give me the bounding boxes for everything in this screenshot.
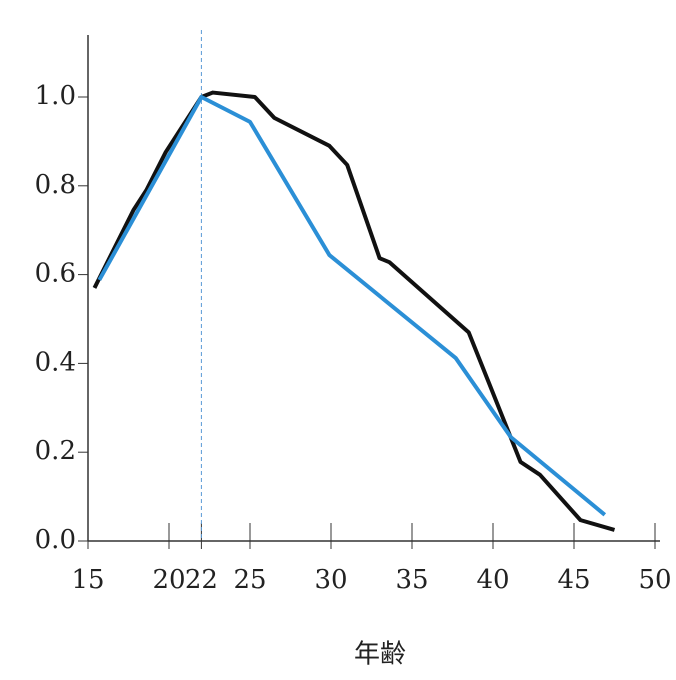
y-tick-label: 0.6 — [35, 259, 76, 289]
x-tick-label: 25 — [233, 565, 266, 595]
x-tick-label: 30 — [314, 565, 347, 595]
x-axis-label: 年齢 — [354, 640, 406, 670]
x-tick-label: 15 — [71, 565, 104, 595]
x-tick-label: 45 — [557, 565, 590, 595]
x-tick-label: 22 — [185, 565, 218, 595]
y-tick-label: 0.4 — [35, 347, 76, 377]
x-tick-label: 40 — [476, 565, 509, 595]
x-tick-label: 50 — [638, 565, 671, 595]
series-line — [92, 90, 616, 532]
y-tick-label: 0.2 — [35, 436, 76, 466]
y-tick-label: 0.0 — [35, 525, 76, 555]
y-tick-label: 1.0 — [35, 81, 76, 111]
y-tick-label: 0.8 — [35, 170, 76, 200]
x-tick-label: 20 — [152, 565, 185, 595]
series-line — [97, 95, 607, 517]
x-tick-label: 35 — [395, 565, 428, 595]
